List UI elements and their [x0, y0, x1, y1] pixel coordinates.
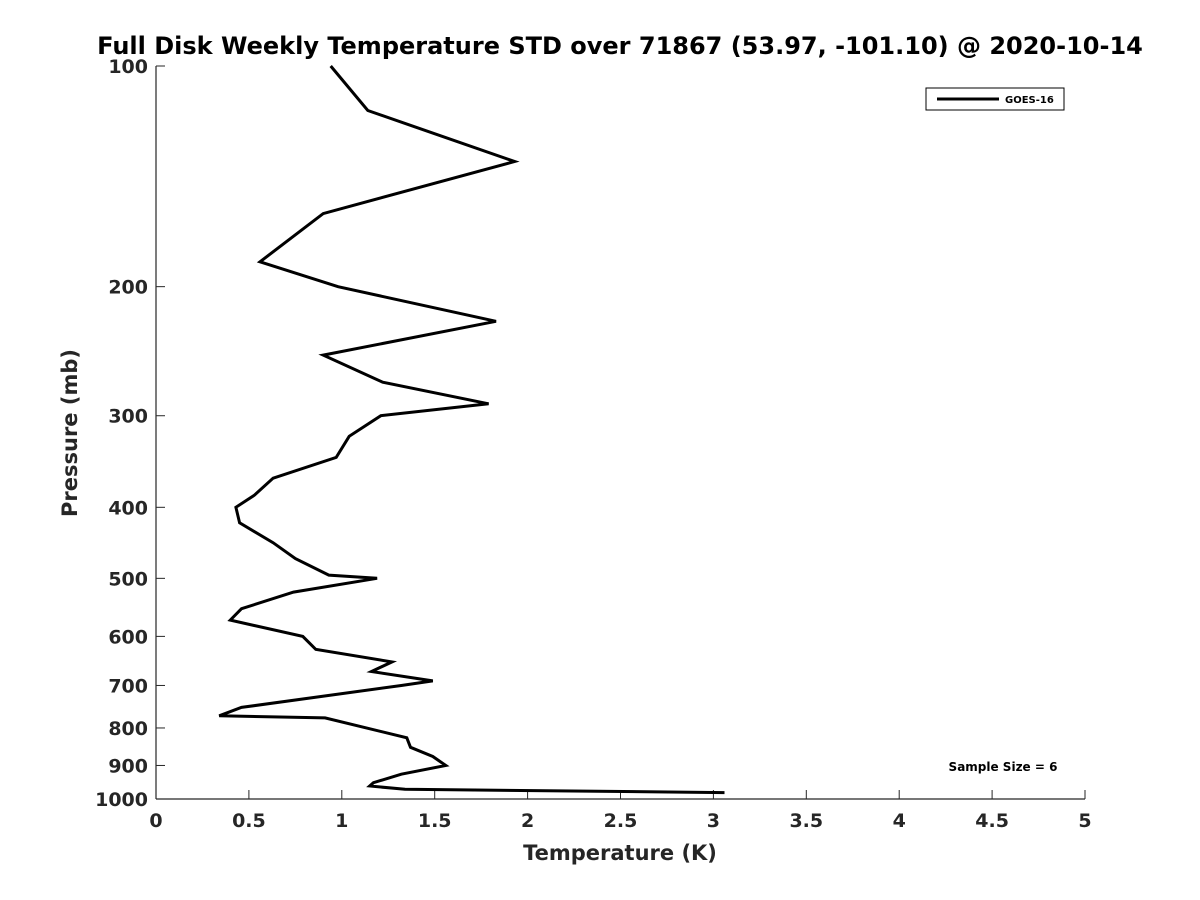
x-tick-label: 4.5 [975, 810, 1009, 832]
y-tick-label: 900 [108, 755, 148, 777]
x-tick-label: 2 [521, 810, 534, 832]
y-tick-label: 300 [108, 406, 148, 428]
series-line-goes-16 [218, 65, 725, 795]
x-tick-label: 3.5 [789, 810, 823, 832]
legend: GOES-16 [925, 87, 1065, 111]
y-tick-label: 700 [108, 675, 148, 697]
y-axis-label: Pressure (mb) [58, 349, 82, 517]
x-tick-label: 4 [893, 810, 906, 832]
y-tick-label: 1000 [95, 789, 148, 811]
tick-group: 0 0.5 1 1.5 2 2.5 3 3.5 4 4.5 5 100 200 300 400 500 600 7… [95, 56, 1092, 832]
y-tick-label: 400 [108, 497, 148, 519]
x-tick-label: 3 [707, 810, 720, 832]
x-tick-label: 1 [335, 810, 348, 832]
x-tick-label: 0.5 [232, 810, 266, 832]
y-tick-label: 600 [108, 626, 148, 648]
y-tick-label: 500 [108, 568, 148, 590]
x-tick-label: 5 [1078, 810, 1091, 832]
x-tick-label: 0 [149, 810, 162, 832]
series-group [218, 65, 725, 795]
legend-label: GOES-16 [1005, 95, 1054, 106]
chart-title: Full Disk Weekly Temperature STD over 71… [97, 32, 1143, 60]
x-tick-label: 1.5 [418, 810, 452, 832]
y-tick-label: 200 [108, 277, 148, 299]
x-tick-label: 2.5 [604, 810, 638, 832]
sample-size-annotation: Sample Size = 6 [949, 760, 1058, 774]
y-tick-label: 100 [108, 56, 148, 78]
x-axis-label: Temperature (K) [523, 841, 717, 865]
y-tick-label: 800 [108, 718, 148, 740]
